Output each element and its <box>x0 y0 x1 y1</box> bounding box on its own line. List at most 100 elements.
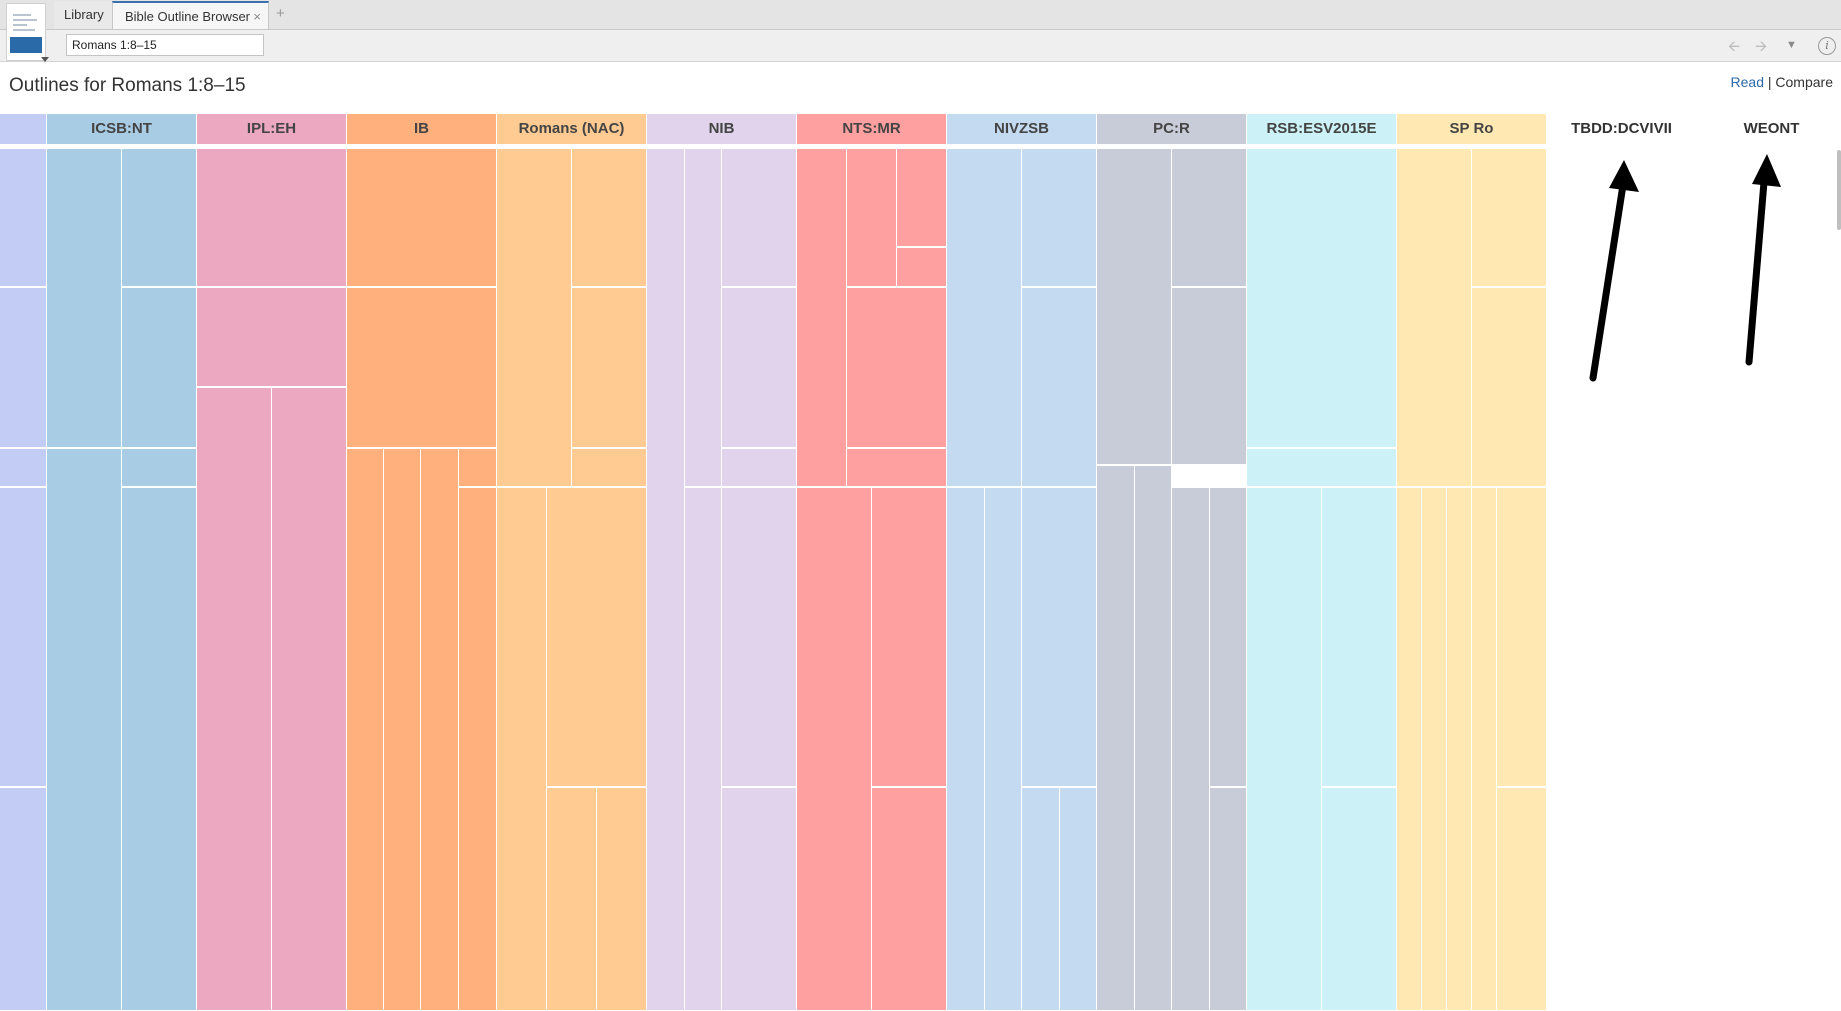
compare-link[interactable]: Compare <box>1775 74 1833 90</box>
outline-segment[interactable] <box>1472 149 1546 286</box>
reference-input[interactable] <box>66 34 264 56</box>
outline-segment[interactable] <box>0 449 46 486</box>
outline-segment[interactable] <box>0 488 46 786</box>
tab-library[interactable]: Library <box>54 1 112 29</box>
arrow-right-icon[interactable]: 🡪 <box>1755 38 1768 55</box>
outline-segment[interactable] <box>872 488 946 786</box>
outline-segment[interactable] <box>1247 449 1396 486</box>
outline-segment[interactable] <box>572 449 646 486</box>
outline-segment[interactable] <box>947 149 1021 486</box>
outline-segment[interactable] <box>897 248 946 286</box>
outline-segment[interactable] <box>1497 488 1546 786</box>
outline-segment[interactable] <box>459 449 496 486</box>
outline-segment[interactable] <box>872 788 946 1010</box>
outline-segment[interactable] <box>1497 788 1546 1010</box>
outline-segment[interactable] <box>685 149 721 486</box>
caret-down-icon[interactable] <box>41 57 49 62</box>
outline-segment[interactable] <box>1397 488 1421 1010</box>
outline-segment[interactable] <box>0 149 46 286</box>
outline-segment[interactable] <box>847 149 896 286</box>
outline-segment[interactable] <box>985 488 1021 1010</box>
column-header-ipl-eh[interactable]: IPL:EH <box>197 114 346 144</box>
outline-segment[interactable] <box>122 449 196 486</box>
outline-segment[interactable] <box>384 449 420 1010</box>
outline-segment[interactable] <box>1247 488 1321 1010</box>
outline-segment[interactable] <box>1022 288 1096 486</box>
outline-segment[interactable] <box>847 288 946 447</box>
info-icon[interactable]: i <box>1818 37 1836 55</box>
outline-segment[interactable] <box>47 149 121 447</box>
outline-segment[interactable] <box>197 388 271 1010</box>
outline-segment[interactable] <box>1422 488 1446 1010</box>
outline-segment[interactable] <box>1322 488 1396 786</box>
outline-segment[interactable] <box>722 288 796 447</box>
vertical-scrollbar[interactable] <box>1837 150 1841 230</box>
outline-segment[interactable] <box>122 149 196 286</box>
column-header-romans-nac[interactable]: Romans (NAC) <box>497 114 646 144</box>
outline-segment[interactable] <box>897 149 946 246</box>
outline-segment[interactable] <box>1322 788 1396 1010</box>
outline-segment[interactable] <box>197 149 346 286</box>
outline-segment[interactable] <box>122 488 196 1010</box>
column-header-tbdd-dcvivii[interactable]: TBDD:DCVIVII <box>1547 114 1696 144</box>
outline-segment[interactable] <box>1172 288 1246 464</box>
outline-segment[interactable] <box>1210 788 1246 1010</box>
outline-segment[interactable] <box>797 149 846 486</box>
outline-segment[interactable] <box>1022 488 1096 786</box>
outline-segment[interactable] <box>347 288 496 447</box>
outline-segment[interactable] <box>1472 288 1546 486</box>
outline-segment[interactable] <box>547 788 596 1010</box>
column-header-ib[interactable]: IB <box>347 114 496 144</box>
outline-segment[interactable] <box>722 788 796 1010</box>
outline-segment[interactable] <box>572 149 646 286</box>
outline-segment[interactable] <box>421 449 458 1010</box>
outline-segment[interactable] <box>1447 488 1471 1010</box>
tab-bible-outline-browser[interactable]: Bible Outline Browser × <box>112 1 269 29</box>
outline-segment[interactable] <box>197 288 346 386</box>
column-header-weont[interactable]: WEONT <box>1697 114 1841 144</box>
outline-segment[interactable] <box>0 288 46 447</box>
outline-segment[interactable] <box>847 449 946 486</box>
outline-segment[interactable] <box>1397 149 1471 486</box>
outline-segment[interactable] <box>1172 149 1246 286</box>
outline-segment[interactable] <box>722 488 796 786</box>
outline-segment[interactable] <box>597 788 646 1010</box>
outline-segment[interactable] <box>1060 788 1096 1010</box>
add-tab-icon[interactable]: + <box>276 5 285 22</box>
column-header-nivzsb[interactable]: NIVZSB <box>947 114 1096 144</box>
column-header-sp-ro[interactable]: SP Ro <box>1397 114 1546 144</box>
outline-segment[interactable] <box>459 488 496 1010</box>
outline-segment[interactable] <box>572 288 646 447</box>
outline-segment[interactable] <box>272 388 346 1010</box>
outline-segment[interactable] <box>1022 788 1059 1010</box>
outline-segment[interactable] <box>647 149 684 1010</box>
column-header-nts-mr[interactable]: NTS:MR <box>797 114 946 144</box>
outline-segment[interactable] <box>497 149 571 486</box>
outline-segment[interactable] <box>122 288 196 447</box>
read-link[interactable]: Read <box>1730 74 1764 90</box>
outline-segment[interactable] <box>1210 488 1246 786</box>
outline-segment[interactable] <box>1022 149 1096 286</box>
outline-segment[interactable] <box>1097 149 1171 464</box>
outline-segment[interactable] <box>722 149 796 286</box>
outline-segment[interactable] <box>1135 466 1171 1010</box>
outline-segment[interactable] <box>0 788 46 1010</box>
column-header-0[interactable] <box>0 114 46 144</box>
outline-segment[interactable] <box>497 488 546 1010</box>
column-header-pc-r[interactable]: PC:R <box>1097 114 1246 144</box>
outline-segment[interactable] <box>947 488 984 1010</box>
column-header-nib[interactable]: NIB <box>647 114 796 144</box>
resource-cover-icon[interactable] <box>6 3 49 62</box>
outline-segment[interactable] <box>685 488 721 1010</box>
outline-segment[interactable] <box>47 449 121 1010</box>
outline-segment[interactable] <box>1172 488 1209 1010</box>
arrow-left-icon[interactable]: 🡨 <box>1728 38 1741 55</box>
outline-segment[interactable] <box>347 449 383 1010</box>
outline-segment[interactable] <box>1472 488 1496 1010</box>
outline-segment[interactable] <box>347 149 496 286</box>
outline-segment[interactable] <box>1097 466 1134 1010</box>
close-icon[interactable]: × <box>253 9 261 24</box>
outline-segment[interactable] <box>722 449 796 486</box>
outline-segment[interactable] <box>797 488 871 1010</box>
column-header-rsb-esv2015e[interactable]: RSB:ESV2015E <box>1247 114 1396 144</box>
